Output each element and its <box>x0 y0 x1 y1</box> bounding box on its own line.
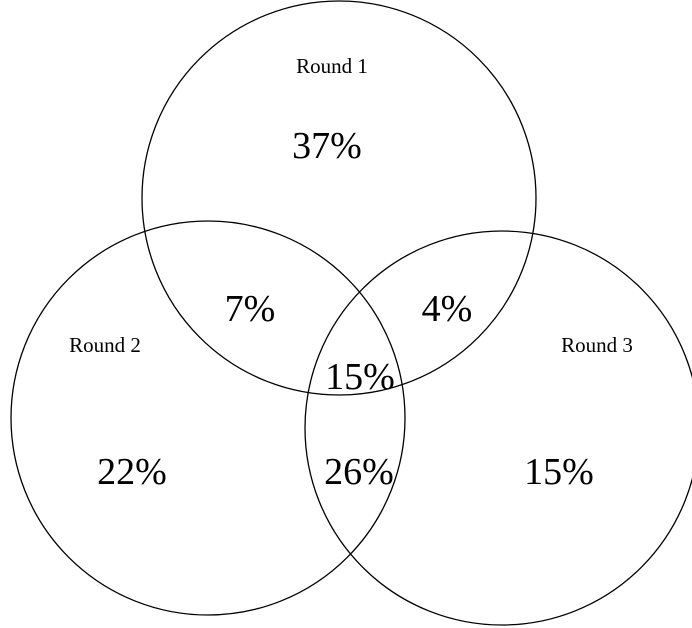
round-1-circle <box>141 0 537 396</box>
round-3-label: Round 3 <box>561 333 633 357</box>
region-round-3-only: 15% <box>524 451 594 493</box>
region-round-1-3: 4% <box>422 288 473 330</box>
round-1-label: Round 1 <box>296 54 368 78</box>
round-2-label: Round 2 <box>69 333 141 357</box>
round-2-circle <box>10 220 406 616</box>
region-round-1-2-3: 15% <box>325 356 395 398</box>
region-round-1-2: 7% <box>225 288 276 330</box>
round-3-circle <box>304 230 692 626</box>
region-round-2-3: 26% <box>324 451 394 493</box>
region-round-2-only: 22% <box>97 451 167 493</box>
region-round-1-only: 37% <box>292 125 362 167</box>
